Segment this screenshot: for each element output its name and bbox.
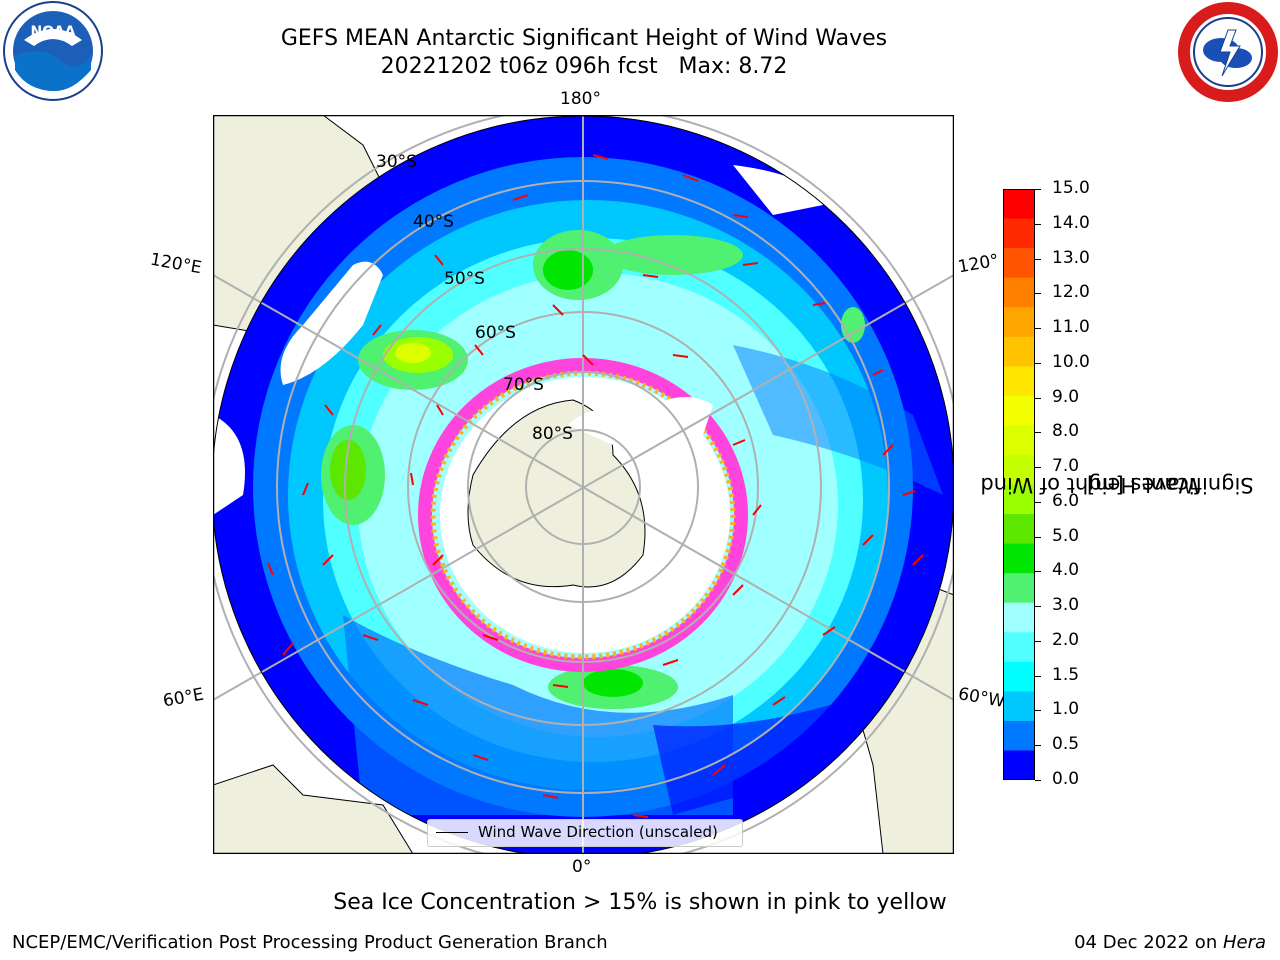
colorbar-tick-mark [1035,432,1041,434]
legend-label: Wind Wave Direction (unscaled) [478,823,718,841]
colorbar-tick-label: 1.0 [1052,699,1080,720]
colorbar-tick-label: 7.0 [1052,456,1080,477]
colorbar-tick-label: 13.0 [1052,247,1090,268]
colorbar-tick-mark [1035,745,1041,747]
colorbar-tick-mark [1035,606,1041,608]
colorbar [1003,189,1035,780]
nws-logo [1178,2,1278,102]
colorbar-tick-mark [1035,710,1041,712]
colorbar-tick-label: 9.0 [1052,386,1080,407]
footer-date: 04 Dec 2022 on Hera [1074,932,1266,953]
colorbar-tick-label: 3.0 [1052,595,1080,616]
colorbar-band [1003,336,1035,367]
lat-label-60s: 60°S [475,323,516,343]
colorbar-band [1003,454,1035,485]
colorbar-band [1003,248,1035,279]
chart-title: GEFS MEAN Antarctic Significant Height o… [280,26,888,51]
colorbar-border [1003,189,1035,780]
noaa-logo: NOAA [3,1,103,101]
colorbar-band [1003,307,1035,338]
colorbar-band [1003,189,1035,220]
colorbar-band [1003,484,1035,515]
lon-label-60e: 60°E [161,684,206,712]
colorbar-tick-label: 6.0 [1052,490,1080,511]
lon-label-180: 180° [560,89,601,109]
wave-direction-arrows [267,154,924,818]
colorbar-tick-label: 10.0 [1052,351,1090,372]
wave-height-map [213,115,954,854]
colorbar-band [1003,543,1035,574]
lon-label-120e: 120°E [148,249,204,279]
colorbar-tick-label: 8.0 [1052,421,1080,442]
colorbar-band [1003,395,1035,426]
colorbar-tick-label: 4.0 [1052,560,1080,581]
footer-machine: Hera [1222,932,1266,953]
colorbar-tick-mark [1035,189,1041,190]
map-legend: Wind Wave Direction (unscaled) [427,819,743,847]
colorbar-title-line2: Waves [m] [1086,473,1200,497]
colorbar-band [1003,218,1035,249]
colorbar-band [1003,602,1035,633]
sea-ice-note: Sea Ice Concentration > 15% is shown in … [333,890,947,915]
colorbar-tick-mark [1035,293,1041,295]
chart-subtitle: 20221202 t06z 096h fcst Max: 8.72 [380,54,788,79]
colorbar-band [1003,750,1035,780]
lat-label-40s: 40°S [413,212,454,232]
colorbar-tick-mark [1035,640,1041,642]
colorbar-tick-label: 0.0 [1052,769,1080,789]
lon-label-120w: 120° [956,250,1001,278]
colorbar-tick-mark [1035,675,1041,677]
colorbar-tick-mark [1035,501,1041,503]
colorbar-band [1003,661,1035,692]
colorbar-band [1003,425,1035,456]
colorbar-tick-label: 15.0 [1052,178,1090,198]
colorbar-tick-label: 14.0 [1052,212,1090,233]
colorbar-tick-mark [1035,258,1041,260]
colorbar-band [1003,277,1035,308]
colorbar-tick-mark [1035,362,1041,364]
colorbar-tick-label: 11.0 [1052,317,1090,338]
colorbar-tick-mark [1035,397,1041,399]
colorbar-band [1003,514,1035,545]
colorbar-tick-mark [1035,328,1041,330]
footer-date-text: 04 Dec 2022 on [1074,932,1223,953]
colorbar-band [1003,720,1035,751]
lon-label-0: 0° [572,857,592,877]
colorbar-band [1003,632,1035,663]
colorbar-tick-mark [1035,536,1041,538]
colorbar-tick-label: 12.0 [1052,282,1090,303]
colorbar-band [1003,691,1035,722]
lat-label-70s: 70°S [503,375,544,395]
colorbar-tick-mark [1035,223,1041,225]
lat-label-80s: 80°S [532,424,573,444]
lat-label-50s: 50°S [444,269,485,289]
colorbar-tick-label: 0.5 [1052,734,1080,755]
colorbar-tick-label: 1.5 [1052,664,1080,685]
colorbar-tick-label: 5.0 [1052,525,1080,546]
colorbar-band [1003,366,1035,397]
legend-line-swatch [436,832,468,833]
footer-credit: NCEP/EMC/Verification Post Processing Pr… [12,932,608,953]
lon-label-60w: 60°W [956,684,1007,712]
noaa-logo-text: NOAA [31,24,76,40]
colorbar-tick-mark [1035,467,1041,469]
colorbar-tick-label: 2.0 [1052,629,1080,650]
colorbar-tick-mark [1035,780,1041,781]
colorbar-tick-mark [1035,571,1041,573]
colorbar-band [1003,573,1035,604]
lat-label-30s: 30°S [376,152,417,172]
